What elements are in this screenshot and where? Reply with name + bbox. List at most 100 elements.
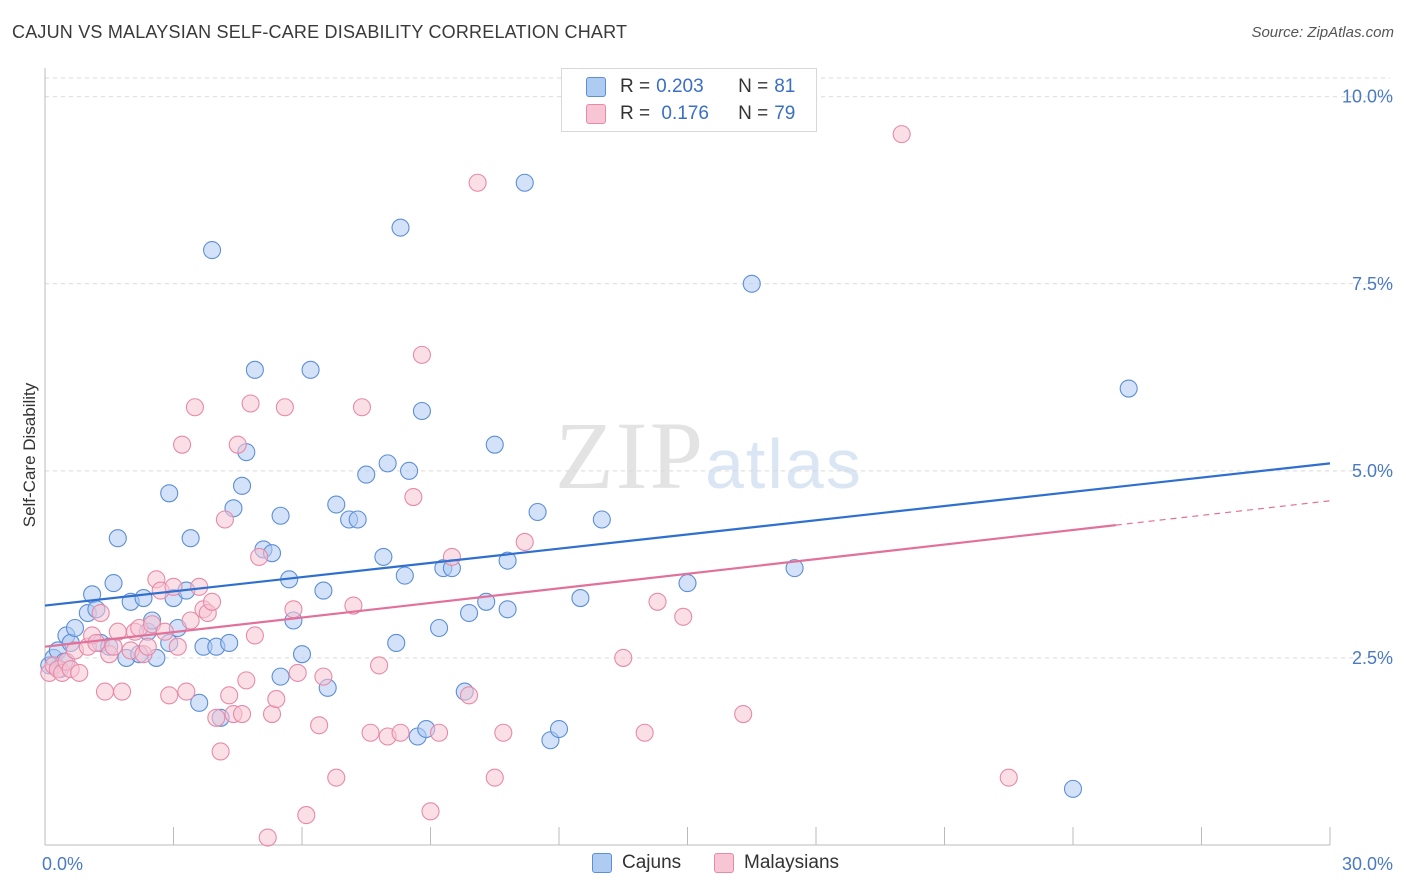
malaysian-point [70,663,89,682]
malaysian-point [160,686,179,705]
cajun-point [327,495,346,514]
cajun-point [357,465,376,484]
cajun-point [1119,379,1138,398]
cajun-point [190,693,209,712]
cajun-point [549,719,569,739]
cajun-point [1063,779,1083,798]
malaysian-point [113,682,132,701]
cajun-point [232,476,252,495]
malaysian-point [215,510,234,529]
bottom-legend-label-cajuns: Cajuns [622,852,682,873]
malaysian-point [999,768,1018,787]
legend-n-value: 81 [774,76,796,97]
y-tick-label: 5.0% [1352,461,1393,481]
cajun-point [292,645,312,664]
malaysian-point [361,723,380,742]
cajun-point [65,618,85,638]
malaysian-point [310,716,329,735]
cajun-point [515,173,534,192]
cajun-point [412,401,431,421]
malaysian-point [297,806,316,825]
malaysian-point [168,637,187,656]
malaysian-point [442,547,461,566]
cajun-point [104,574,123,593]
cajun-point [785,559,804,578]
malaysian-point [614,648,633,667]
malaysian-point [494,723,513,742]
cajun-point [498,600,517,619]
cajun-trend-line [44,462,1331,607]
cajun-point [592,510,611,529]
malaysian-point [344,596,363,615]
legend-r-label: R = [620,76,651,97]
cajun-point [400,461,419,480]
malaysian-point [515,532,534,551]
malaysian-point [173,435,192,454]
malaysian-point [91,603,110,623]
legend-r-label: R = [620,103,651,124]
malaysian-point [177,682,196,701]
malaysian-point [370,656,389,675]
trend-lines [44,462,1331,648]
legend-r-value: 0.203 [656,76,704,97]
tick-labels: 2.5% 5.0% 7.5% 10.0% 0.0% 30.0% [42,87,1393,874]
cajun-point [571,589,590,608]
cajun-point [528,502,547,522]
x-tick-label: 30.0% [1342,854,1393,874]
cajun-point [271,506,290,525]
watermark: ZIPatlas [555,400,863,511]
chart-title: CAJUN VS MALAYSIAN SELF-CARE DISABILITY … [12,22,628,42]
bottom-legend-label-malaysians: Malaysians [744,852,840,873]
malaysian-point [228,435,247,454]
cajun-point [203,241,222,260]
malaysian-point [288,663,307,682]
malaysian-point [95,682,115,701]
legend-r-value: 0.176 [656,103,709,124]
cajun-point [160,484,179,503]
cajun-point [498,551,517,570]
bottom-legend-malaysians: Malaysians [714,852,839,874]
cajun-point [459,603,479,623]
cajun-point [742,274,761,293]
legend-swatch-malaysians [586,104,606,124]
malaysian-point [237,671,256,690]
cajun-point [314,581,333,600]
cajun-point [181,529,200,548]
malaysian-point [245,626,264,645]
malaysian-point [674,607,693,626]
legend-swatch-cajuns [586,77,606,97]
malaysian-point [734,704,753,724]
legend-n-label: N = [738,103,769,124]
cajun-point [271,667,290,686]
axes [44,68,1331,846]
malaysian-point [203,592,222,611]
cajun-point [387,633,406,653]
malaysian-point [404,487,423,507]
malaysian-point [430,723,449,742]
malaysian-point [468,173,487,192]
malaysian-point [648,592,667,611]
malaysian-point [327,768,346,787]
cajun-point [134,589,153,608]
malaysian-point [267,690,286,709]
malaysian-point [262,704,282,724]
malaysian-trend-line [44,524,1116,648]
malaysian-point [485,768,504,787]
malaysian-point [412,345,431,364]
malaysian-point [635,723,654,742]
correlation-legend: R = 0.203 N = 81 R = 0.176 N = 79 [561,68,817,132]
cajun-point [348,510,367,529]
malaysian-point [207,708,226,727]
bottom-legend-swatch-cajuns [592,853,612,873]
malaysian-point [421,802,440,821]
legend-n-value: 79 [774,103,796,124]
cajun-point [378,454,397,473]
malaysian-point [220,686,239,705]
legend-row-cajuns: R = 0.203 N = 81 [586,75,795,99]
malaysian-point [211,742,230,761]
malaysian-trend-extension [1115,500,1331,526]
malaysian-point [284,600,303,619]
data-points [40,125,1138,847]
malaysian-point [892,125,911,144]
